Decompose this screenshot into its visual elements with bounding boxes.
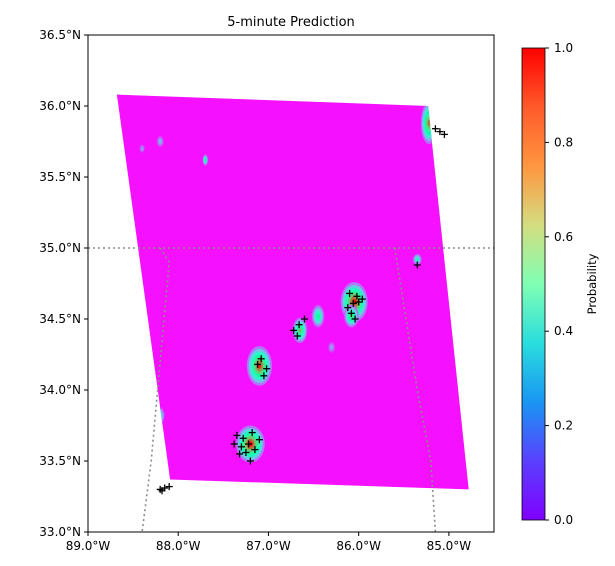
colorbar-ticks: 0.0 0.2 0.4 0.6 0.8 1.0: [545, 41, 573, 527]
observation-marker: [413, 261, 421, 269]
x-tick-label: 89.0°W: [66, 539, 111, 553]
y-tick-label: 35.5°N: [39, 170, 81, 184]
observation-marker: [301, 315, 308, 323]
observation-marker: [436, 128, 444, 136]
colorbar-tick-label: 0.2: [554, 419, 573, 433]
y-tick-label: 35.0°N: [39, 241, 81, 255]
probability-cell: [246, 346, 272, 386]
probability-cell: [155, 407, 165, 425]
observation-marker: [165, 483, 173, 491]
plot-frame: [87, 34, 495, 533]
probability-cell: [160, 468, 170, 483]
colorbar-label: Probability: [585, 253, 599, 314]
colorbar-tick-label: 0.0: [554, 513, 573, 527]
observation-markers: [156, 125, 448, 495]
probability-cell: [202, 154, 208, 166]
observation-marker: [237, 443, 245, 451]
probability-cell: [156, 135, 164, 148]
observation-marker: [230, 440, 238, 448]
chart-title: 5-minute Prediction: [227, 15, 355, 30]
state-border-ms-al: [141, 247, 171, 532]
probability-cell: [311, 304, 325, 328]
y-tick-label: 36.5°N: [39, 28, 81, 42]
prediction-domain: [116, 94, 469, 490]
observation-marker: [347, 309, 355, 317]
observation-marker: [293, 332, 301, 340]
observation-marker: [246, 457, 254, 465]
y-tick-label: 33.5°N: [39, 454, 81, 468]
y-tick-label: 36.0°N: [39, 99, 81, 113]
y-tick-label: 33.0°N: [39, 525, 81, 539]
colorbar-tick-label: 1.0: [554, 41, 573, 55]
y-axis: 33.0°N 33.5°N 34.0°N 34.5°N 35.0°N 35.5°N 36.0…: [39, 28, 88, 539]
observation-marker: [263, 365, 271, 373]
observation-marker: [254, 360, 262, 368]
observation-marker: [158, 487, 166, 495]
y-tick-label: 34.0°N: [39, 383, 81, 397]
state-border-al-ga: [394, 247, 437, 532]
observation-marker: [344, 304, 352, 312]
observation-marker: [255, 436, 263, 444]
x-axis: 89.0°W 88.0°W 87.0°W 86.0°W 85.0°W: [66, 532, 472, 553]
observation-marker: [239, 434, 247, 442]
observation-marker: [358, 295, 366, 303]
observation-marker: [349, 299, 357, 307]
plot-area: [88, 94, 494, 532]
observation-marker: [245, 440, 253, 448]
observation-marker: [260, 372, 268, 380]
observation-marker: [251, 446, 259, 454]
colorbar-tick-label: 0.8: [554, 135, 573, 149]
observation-marker: [233, 431, 241, 439]
observation-marker: [248, 429, 256, 437]
x-tick-label: 85.0°W: [427, 539, 472, 553]
observation-marker: [346, 289, 354, 297]
x-tick-label: 87.0°W: [246, 539, 291, 553]
observation-marker: [295, 321, 303, 329]
colorbar-tick-label: 0.4: [554, 324, 573, 338]
observation-marker: [236, 450, 244, 458]
observation-marker: [257, 355, 265, 363]
state-boundaries: [88, 247, 494, 532]
probability-cell: [328, 341, 336, 354]
x-tick-label: 86.0°W: [336, 539, 381, 553]
colorbar: [521, 47, 546, 521]
observation-marker: [242, 449, 250, 456]
observation-marker: [440, 130, 448, 138]
observation-marker: [351, 315, 359, 323]
probability-cell: [412, 253, 422, 266]
observation-marker: [353, 292, 361, 300]
observation-marker: [355, 298, 363, 306]
x-tick-label: 88.0°W: [156, 539, 201, 553]
observation-marker: [290, 326, 298, 334]
probability-cell: [139, 144, 145, 153]
y-tick-label: 34.5°N: [39, 312, 81, 326]
colorbar-tick-label: 0.6: [554, 230, 573, 244]
probability-cell: [420, 101, 438, 145]
observation-marker: [431, 125, 439, 133]
